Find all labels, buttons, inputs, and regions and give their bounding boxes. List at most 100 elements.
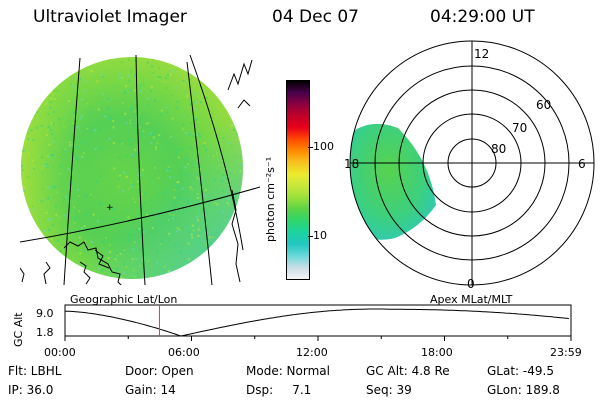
speckle — [127, 216, 130, 219]
speckle — [156, 261, 158, 264]
speckle — [54, 137, 56, 139]
altitude-ytick-bottom: 1.8 — [36, 326, 54, 339]
speckle — [202, 100, 205, 103]
speckle — [192, 198, 194, 200]
info-dsp: Dsp: 7.1 — [246, 383, 312, 397]
speckle — [198, 121, 200, 123]
speckle — [154, 99, 156, 102]
speckle — [176, 181, 179, 184]
speckle — [48, 228, 50, 231]
speckle — [205, 148, 208, 151]
speckle — [121, 76, 124, 79]
speckle — [109, 243, 111, 246]
speckle — [41, 166, 44, 169]
mlat-label-60: 60 — [536, 98, 551, 112]
speckle — [222, 136, 225, 139]
cursor-marker: + — [106, 203, 114, 213]
speckle — [60, 250, 62, 253]
speckle — [63, 126, 66, 129]
speckle — [82, 264, 85, 267]
speckle — [82, 135, 85, 138]
speckle — [53, 97, 56, 100]
speckle — [80, 98, 83, 101]
speckle — [156, 250, 159, 253]
speckle — [134, 148, 137, 151]
speckle — [56, 90, 59, 93]
speckle — [198, 178, 201, 181]
speckle — [166, 171, 169, 174]
speckle — [178, 228, 181, 231]
altitude-plot-frame — [64, 304, 572, 337]
speckle — [181, 187, 184, 190]
speckle — [59, 216, 62, 219]
speckle — [149, 199, 152, 202]
speckle — [113, 167, 116, 170]
speckle — [41, 172, 44, 175]
speckle — [49, 129, 52, 132]
speckle — [50, 238, 53, 241]
speckle — [124, 112, 127, 115]
speckle — [132, 194, 135, 197]
speckle — [56, 191, 59, 194]
speckle — [147, 121, 150, 124]
speckle — [222, 190, 225, 192]
speckle — [89, 193, 92, 196]
speckle — [234, 192, 237, 195]
speckle — [118, 156, 121, 159]
speckle — [134, 74, 137, 77]
speckle — [104, 170, 107, 173]
speckle — [213, 202, 216, 205]
meridian-lines — [63, 54, 244, 285]
colorbar — [286, 80, 310, 280]
speckle — [167, 250, 170, 252]
speckle — [132, 197, 135, 200]
speckle — [186, 209, 189, 211]
speckle — [121, 61, 124, 63]
speckle — [135, 152, 138, 155]
speckle — [47, 197, 50, 200]
speckle — [196, 177, 199, 180]
speckle — [197, 228, 200, 231]
speckle — [227, 198, 230, 201]
speckle — [79, 252, 82, 255]
speckle — [231, 124, 234, 127]
speckle — [108, 137, 111, 140]
speckle — [46, 165, 49, 168]
speckle — [117, 185, 120, 188]
speckle — [59, 206, 62, 209]
speckle — [191, 188, 194, 191]
speckle — [89, 161, 92, 164]
speckle — [42, 219, 45, 222]
speckle — [151, 227, 154, 230]
speckle — [190, 146, 193, 149]
speckle — [124, 91, 127, 94]
speckle — [79, 78, 82, 81]
speckle — [197, 219, 200, 222]
speckle — [188, 133, 191, 136]
speckle — [165, 76, 168, 79]
speckle — [186, 95, 189, 98]
speckle — [208, 236, 211, 239]
speckle — [200, 181, 203, 184]
speckle — [205, 244, 208, 247]
speckle — [163, 161, 166, 164]
speckle — [106, 208, 109, 211]
speckle — [32, 138, 35, 141]
polar-emission — [350, 123, 436, 240]
speckle — [76, 126, 79, 129]
speckle — [95, 180, 98, 183]
speckle — [125, 84, 128, 87]
speckle — [204, 150, 207, 152]
speckle — [198, 86, 201, 89]
speckle — [137, 180, 139, 183]
speckle — [33, 166, 36, 169]
speckle — [139, 84, 142, 87]
speckle — [223, 174, 225, 177]
speckle — [94, 129, 96, 132]
speckle — [186, 163, 189, 165]
speckle — [109, 251, 111, 254]
speckle — [189, 103, 192, 106]
speckle — [89, 133, 92, 136]
speckle — [50, 101, 53, 104]
speckle — [151, 65, 154, 67]
